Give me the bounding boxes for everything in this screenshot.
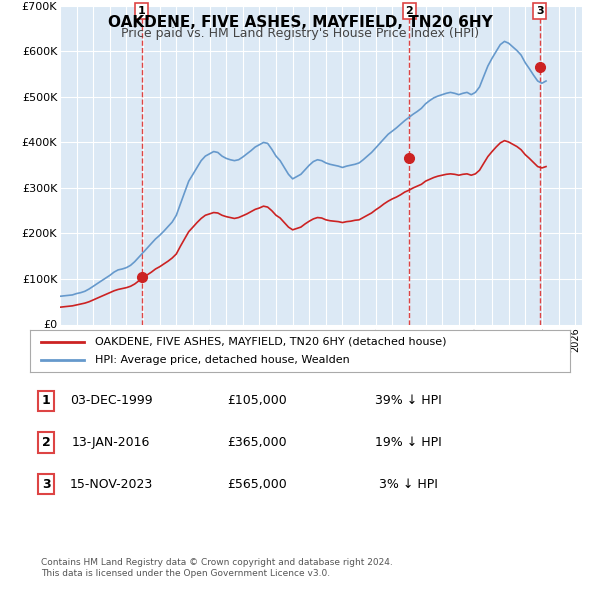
- Text: £565,000: £565,000: [227, 477, 287, 490]
- Text: 39% ↓ HPI: 39% ↓ HPI: [374, 395, 442, 408]
- Text: 13-JAN-2016: 13-JAN-2016: [72, 436, 150, 449]
- Text: 15-NOV-2023: 15-NOV-2023: [70, 477, 152, 490]
- Text: OAKDENE, FIVE ASHES, MAYFIELD, TN20 6HY: OAKDENE, FIVE ASHES, MAYFIELD, TN20 6HY: [107, 15, 493, 30]
- Text: 3% ↓ HPI: 3% ↓ HPI: [379, 477, 437, 490]
- Text: £365,000: £365,000: [227, 436, 287, 449]
- Text: HPI: Average price, detached house, Wealden: HPI: Average price, detached house, Weal…: [95, 355, 350, 365]
- Text: 3: 3: [536, 6, 544, 16]
- Text: £105,000: £105,000: [227, 395, 287, 408]
- Text: 2: 2: [406, 6, 413, 16]
- Text: OAKDENE, FIVE ASHES, MAYFIELD, TN20 6HY (detached house): OAKDENE, FIVE ASHES, MAYFIELD, TN20 6HY …: [95, 337, 446, 347]
- Text: 1: 1: [138, 6, 146, 16]
- Text: Contains HM Land Registry data © Crown copyright and database right 2024.
This d: Contains HM Land Registry data © Crown c…: [41, 558, 392, 578]
- Text: 2: 2: [42, 436, 50, 449]
- Text: 3: 3: [42, 477, 50, 490]
- Text: 1: 1: [42, 395, 50, 408]
- Text: Price paid vs. HM Land Registry's House Price Index (HPI): Price paid vs. HM Land Registry's House …: [121, 27, 479, 40]
- Text: 19% ↓ HPI: 19% ↓ HPI: [374, 436, 442, 449]
- Text: 03-DEC-1999: 03-DEC-1999: [70, 395, 152, 408]
